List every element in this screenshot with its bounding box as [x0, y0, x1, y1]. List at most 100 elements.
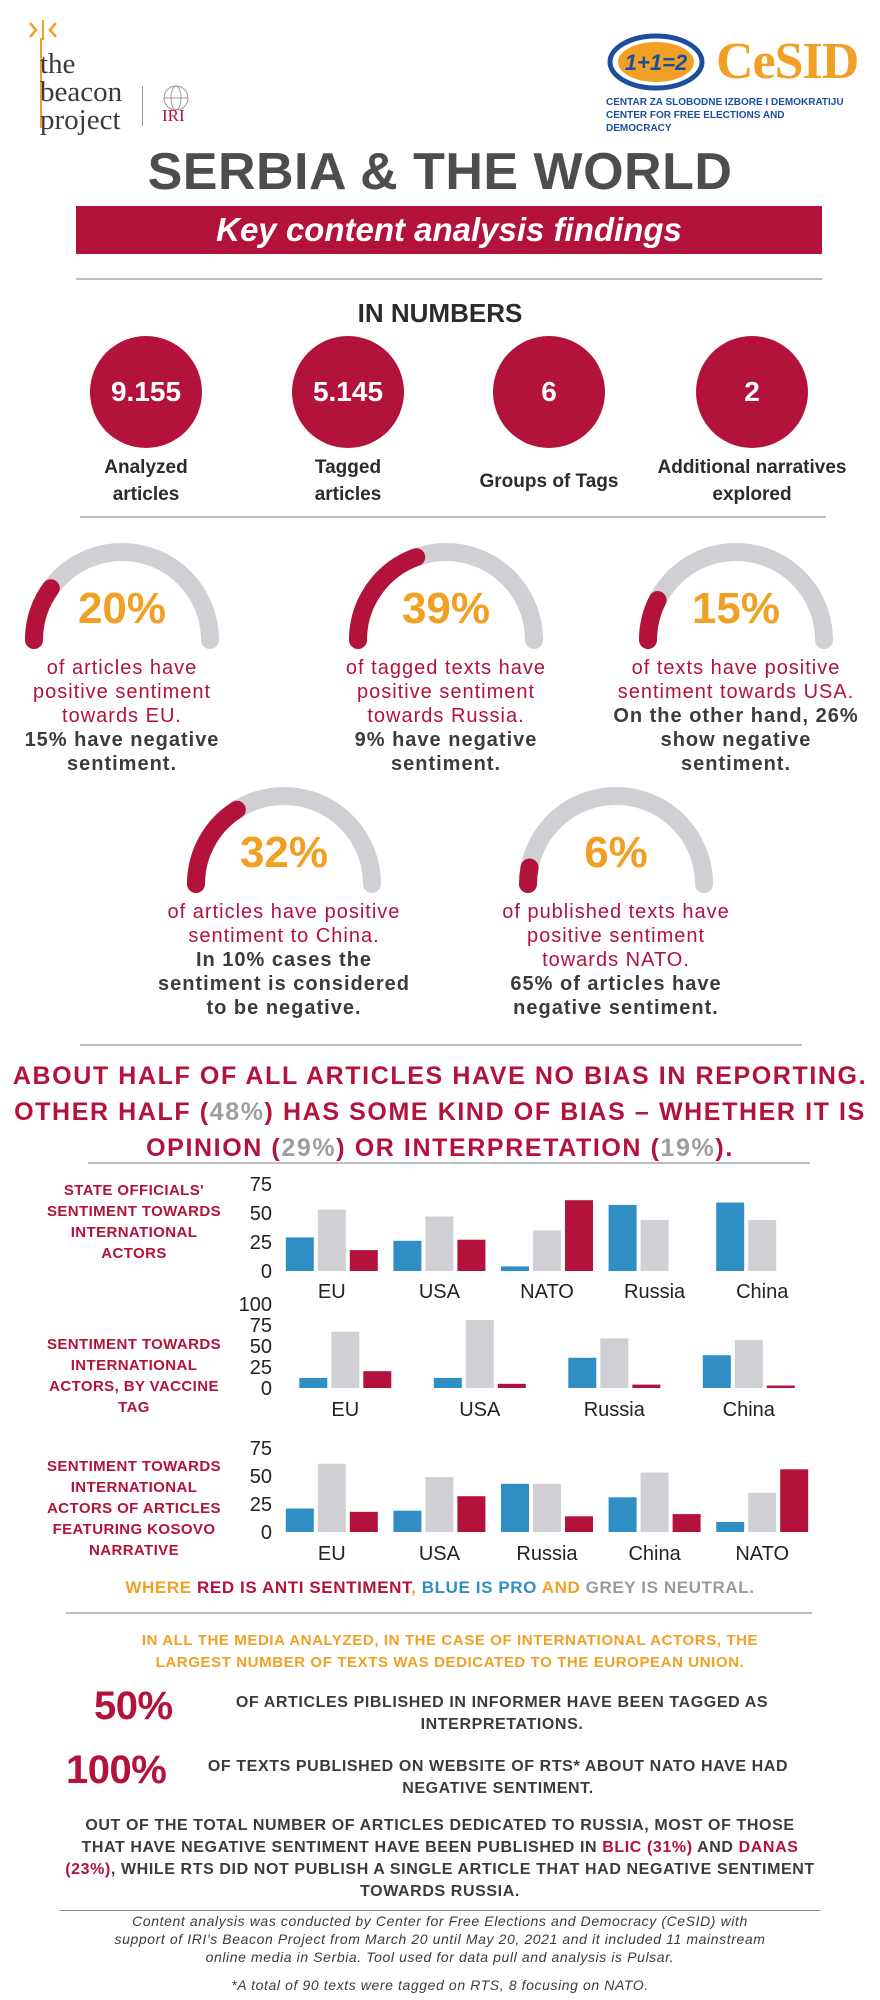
gauge-caption: of published texts have positive sentimen… — [466, 900, 766, 1020]
gauge-2 — [639, 543, 833, 649]
bar-neutral-russia — [533, 1483, 561, 1532]
stat-circle-tagged: 5.145 — [292, 336, 404, 448]
stat-label-groups: Groups of Tags — [479, 471, 619, 492]
y-tick-label: 0 — [261, 1522, 272, 1544]
bar-anti-usa — [497, 1383, 526, 1388]
y-tick-label: 100 — [239, 1294, 272, 1316]
gauge-negative-text: sentiment. — [680, 753, 792, 775]
gauge-negative-text: 9% have negative — [354, 729, 538, 751]
gauge-caption: of texts have positive sentiment towards … — [586, 656, 880, 776]
stat-label-narratives: Additional narratives explored — [657, 457, 847, 505]
bar-pro-eu — [285, 1508, 314, 1532]
gauge-fill — [639, 591, 667, 649]
gauge-negative-text: On the other hand, 26% — [613, 705, 859, 727]
bar-neutral-china — [640, 1472, 669, 1532]
bar-neutral-eu — [317, 1209, 346, 1271]
bar-pro-nato — [501, 1266, 529, 1271]
chart3-label: SENTIMENT TOWARDS INTERNATIONAL ACTORS O… — [46, 1458, 222, 1559]
gauge-negative-text: 65% of articles have — [510, 973, 722, 995]
stat2-percent: 100% — [66, 1748, 167, 1792]
gauge-4 — [519, 787, 713, 893]
chart-kosovo-narrative: 0 25 50 75 EU USA Russia China NATO — [250, 1438, 809, 1564]
gauge-caption: of articles have positive sentiment to Ch… — [134, 900, 434, 1020]
category-label: China — [736, 1281, 789, 1303]
beacon-logo-icon — [29, 20, 57, 40]
stat1-percent: 50% — [94, 1684, 173, 1728]
bar-pro-nato — [716, 1521, 745, 1532]
svg-text:1+1=2: 1+1=2 — [625, 50, 688, 75]
cesid-logo-icon: 1+1=2 — [607, 33, 705, 91]
y-tick-label: 50 — [250, 1466, 272, 1488]
bar-neutral-eu — [317, 1463, 346, 1532]
bar-anti-nato — [780, 1469, 809, 1532]
gauge-negative-text: sentiment is considered — [158, 973, 410, 995]
bar-neutral-nato — [533, 1230, 561, 1271]
gauge-negative-text: 15% have negative — [24, 729, 220, 751]
category-label: Russia — [624, 1281, 686, 1303]
y-tick-label: 75 — [250, 1174, 272, 1196]
gauge-positive-text: towards NATO. — [542, 949, 690, 971]
iri-logo-text: IRI — [162, 106, 185, 125]
in-numbers-title: IN NUMBERS — [357, 298, 523, 328]
gauge-negative-text: sentiment. — [66, 753, 178, 775]
cesid-name: CeSID — [716, 33, 859, 90]
bar-pro-eu — [285, 1237, 314, 1271]
bar-pro-eu — [299, 1377, 328, 1388]
chart-state-officials: 0 25 50 75 EU USA NATO Russia China — [250, 1174, 789, 1303]
category-label: USA — [419, 1543, 461, 1564]
gauge-positive-text: positive sentiment — [32, 681, 212, 703]
bar-pro-russia — [608, 1204, 637, 1271]
bar-anti-china — [672, 1514, 701, 1532]
y-tick-label: 25 — [250, 1494, 272, 1516]
bar-anti-usa — [457, 1496, 486, 1532]
gauge-negative-text: sentiment. — [390, 753, 502, 775]
gauge-positive-text: of articles have — [46, 657, 198, 679]
gauge-percent: 6% — [584, 828, 648, 877]
gauge-percent: 20% — [77, 584, 167, 633]
bar-neutral-usa — [425, 1477, 454, 1532]
bar-pro-russia — [501, 1483, 529, 1532]
stat-circle-analyzed: 9.155 — [90, 336, 202, 448]
gauge-percent: 32% — [239, 828, 329, 877]
gauge-fill — [519, 858, 539, 893]
bar-neutral-eu — [331, 1331, 360, 1388]
russia-finding: OUT OF THE TOTAL NUMBER OF ARTICLES DEDI… — [65, 1817, 815, 1900]
stat-label-analyzed: Analyzed articles — [104, 457, 188, 505]
divider — [60, 1910, 820, 1911]
bar-pro-china — [702, 1355, 731, 1388]
bar-pro-china — [716, 1202, 745, 1271]
category-label: China — [628, 1543, 681, 1564]
bar-neutral-russia — [600, 1338, 629, 1388]
bar-pro-russia — [568, 1357, 597, 1388]
gauge-positive-text: sentiment to China. — [188, 925, 380, 947]
gauge-caption: of articles have positive sentiment toward… — [0, 656, 272, 776]
divider — [66, 1612, 812, 1614]
divider — [80, 516, 826, 518]
findings-intro: IN ALL THE MEDIA ANALYZED, IN THE CASE O… — [141, 1632, 759, 1671]
category-label: USA — [419, 1281, 461, 1303]
category-label: Russia — [584, 1399, 646, 1421]
gauge-percent: 39% — [401, 584, 491, 633]
bar-anti-eu — [349, 1250, 378, 1271]
divider — [80, 1044, 802, 1046]
gauge-negative-text: negative sentiment. — [513, 997, 719, 1019]
y-tick-label: 50 — [250, 1203, 272, 1225]
gauge-positive-text: positive sentiment — [356, 681, 536, 703]
stat-label-tagged: Tagged articles — [314, 457, 382, 505]
bias-headline: ABOUT HALF OF ALL ARTICLES HAVE NO BIAS … — [12, 1062, 868, 1162]
gauge-fill — [349, 548, 426, 649]
bar-anti-russia — [632, 1384, 661, 1388]
stat1-text: OF ARTICLES PIBLISHED IN INFORMER HAVE B… — [235, 1694, 769, 1733]
gauge-percent: 15% — [691, 584, 781, 633]
bar-neutral-usa — [425, 1216, 454, 1271]
gauge-positive-text: towards EU. — [62, 705, 182, 727]
gauge-negative-text: In 10% cases the — [195, 949, 373, 971]
bar-anti-china — [766, 1385, 795, 1388]
y-tick-label: 0 — [261, 1261, 272, 1283]
bar-pro-china — [608, 1497, 637, 1532]
footer-note: *A total of 90 texts were tagged on RTS,… — [231, 1977, 649, 1993]
gauge-positive-text: of tagged texts have — [345, 657, 547, 679]
gauge-fill — [25, 579, 60, 649]
bar-pro-usa — [393, 1510, 422, 1532]
